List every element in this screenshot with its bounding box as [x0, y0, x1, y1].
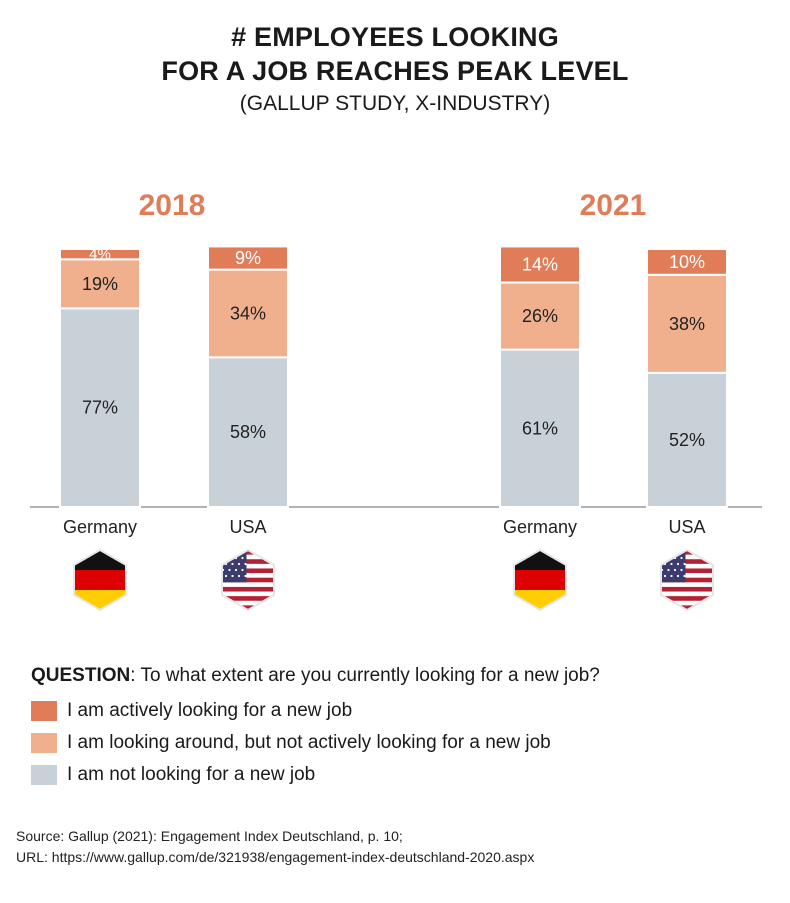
- chart-title-line1: # EMPLOYEES LOOKING: [231, 22, 559, 52]
- data-label-2021-usa-around: 38%: [669, 314, 705, 334]
- stacked-bar-chart: 2018 77% 19% 4% Germany 58% 34% 9% USA 2021 61% 26%…: [30, 189, 762, 612]
- bar-segment-2018-germany-around: [59, 258, 141, 310]
- chart-title-line2: FOR A JOB REACHES PEAK LEVEL: [161, 56, 629, 86]
- chart-subtitle: (GALLUP STUDY, X-INDUSTRY): [239, 92, 551, 115]
- data-label-2021-germany-not: 61%: [522, 418, 558, 438]
- bar-segment-2018-usa-around: [207, 268, 289, 359]
- source-line1: Source: Gallup (2021): Engagement Index …: [16, 828, 403, 844]
- germany-flag-icon: [74, 550, 126, 610]
- data-label-2021-germany-around: 26%: [522, 306, 558, 326]
- bar-segment-2018-usa-not: [207, 356, 289, 508]
- data-label-2021-usa-active: 10%: [669, 252, 705, 272]
- data-label-2018-usa-around: 34%: [230, 304, 266, 324]
- bar-segment-2018-usa-active: [207, 245, 289, 271]
- bar-segment-2021-germany-around: [499, 281, 581, 351]
- bar-segment-2021-germany-not: [499, 348, 581, 508]
- usa-flag-icon: [661, 550, 713, 610]
- flag-hex-outline-2018-germany: [73, 548, 127, 612]
- country-label-2018-germany: Germany: [63, 517, 137, 537]
- year-label-2021: 2021: [580, 189, 647, 222]
- year-label-2018: 2018: [139, 189, 206, 222]
- bar-segment-2021-usa-not: [646, 371, 728, 508]
- source-url: URL: https://www.gallup.com/de/321938/en…: [16, 849, 535, 865]
- data-label-2018-germany-around: 19%: [82, 274, 118, 294]
- bar-segment-2018-germany-active: [59, 248, 141, 261]
- country-label-2021-usa: USA: [668, 517, 705, 537]
- legend-label-not: I am not looking for a new job: [67, 764, 316, 785]
- legend-item-around: I am looking around, but not actively lo…: [31, 732, 551, 754]
- legend-label-active: I am actively looking for a new job: [67, 700, 353, 721]
- bar-segment-2021-germany-active: [499, 245, 581, 284]
- country-label-2021-germany: Germany: [503, 517, 577, 537]
- flag-hex-outline-2021-germany: [513, 548, 567, 612]
- question-text: : To what extent are you currently looki…: [130, 665, 600, 686]
- legend-swatch-around: [31, 733, 57, 753]
- flag-hex-outline-2021-usa: [660, 548, 714, 612]
- data-label-2018-germany-active: 4%: [89, 246, 111, 263]
- data-label-2021-germany-active: 14%: [522, 254, 558, 274]
- legend-swatch-not: [31, 765, 57, 785]
- bar-segment-2021-usa-active: [646, 248, 728, 276]
- legend-item-not: I am not looking for a new job: [31, 764, 315, 786]
- data-label-2018-usa-not: 58%: [230, 422, 266, 442]
- question: QUESTION: To what extent are you current…: [31, 665, 600, 687]
- question-label: QUESTION: [31, 665, 131, 686]
- bar-segment-2021-usa-around: [646, 273, 728, 374]
- legend-item-active: I am actively looking for a new job: [31, 700, 352, 722]
- usa-flag-icon: [222, 550, 274, 610]
- legend-swatch-active: [31, 701, 57, 721]
- germany-flag-icon: [514, 550, 566, 610]
- legend-label-around: I am looking around, but not actively lo…: [67, 732, 551, 753]
- country-label-2018-usa: USA: [229, 517, 266, 537]
- data-label-2021-usa-not: 52%: [669, 430, 705, 450]
- flag-hex-outline-2018-usa: [221, 548, 275, 612]
- data-label-2018-germany-not: 77%: [82, 398, 118, 418]
- data-label-2018-usa-active: 9%: [235, 248, 261, 268]
